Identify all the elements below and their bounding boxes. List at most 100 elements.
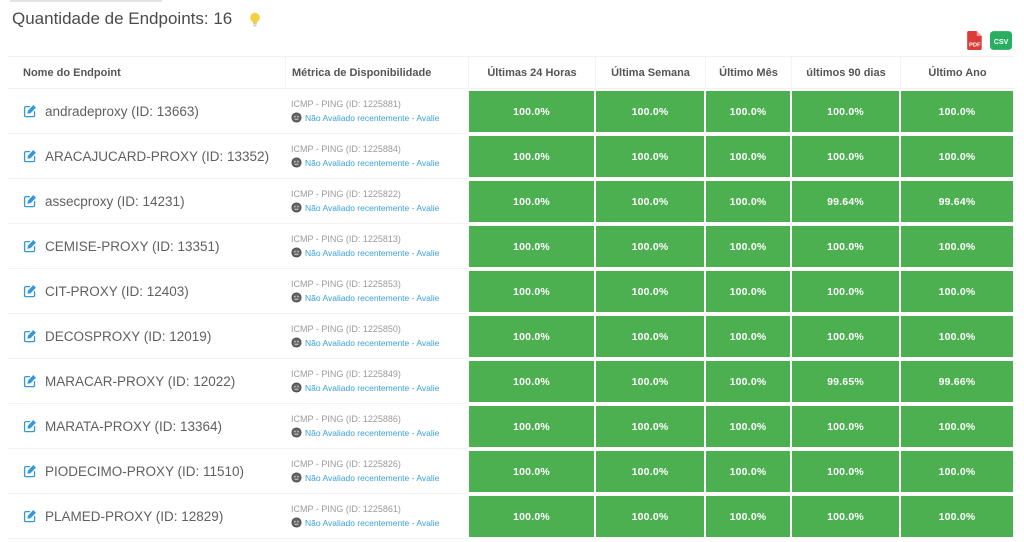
availability-cell-90days: 100.0%: [791, 404, 900, 449]
metric-name: ICMP - PING (ID: 1225881): [291, 99, 401, 109]
evaluate-link[interactable]: Não Avaliado recentemente - Avalie: [305, 472, 440, 483]
availability-value: 100.0%: [901, 406, 1013, 447]
metric-status: Não Avaliado recentemente - Avalie: [291, 112, 468, 123]
availability-value: 100.0%: [596, 271, 704, 312]
metric-status: Não Avaliado recentemente - Avalie: [291, 337, 468, 348]
availability-cell-90days: 100.0%: [791, 494, 900, 539]
availability-cell-year: 100.0%: [900, 269, 1014, 314]
availability-cell-year: 100.0%: [900, 89, 1014, 134]
availability-cell-month: 100.0%: [705, 224, 791, 269]
column-header-24h: Últimas 24 Horas: [468, 57, 595, 88]
evaluate-link[interactable]: Não Avaliado recentemente - Avalie: [305, 427, 440, 438]
metric-cell: ICMP - PING (ID: 1225884) Não Avaliado r…: [285, 134, 468, 179]
availability-value: 100.0%: [596, 181, 704, 222]
metric-status: Não Avaliado recentemente - Avalie: [291, 427, 468, 438]
evaluate-link[interactable]: Não Avaliado recentemente - Avalie: [305, 112, 440, 123]
availability-cell-year: 100.0%: [900, 134, 1014, 179]
availability-value: 100.0%: [792, 316, 899, 357]
availability-cell-year: 100.0%: [900, 314, 1014, 359]
not-evaluated-face-icon: [291, 472, 302, 483]
availability-value: 100.0%: [596, 496, 704, 537]
availability-cell-year: 100.0%: [900, 494, 1014, 539]
evaluate-link[interactable]: Não Avaliado recentemente - Avalie: [305, 247, 440, 258]
endpoint-name: ARACAJUCARD-PROXY (ID: 13352): [45, 148, 270, 164]
evaluate-link[interactable]: Não Avaliado recentemente - Avalie: [305, 337, 440, 348]
availability-cell-month: 100.0%: [705, 179, 791, 224]
availability-value: 99.64%: [901, 181, 1013, 222]
availability-value: 100.0%: [596, 316, 704, 357]
availability-cell-week: 100.0%: [595, 314, 705, 359]
edit-endpoint-icon[interactable]: [23, 194, 37, 208]
availability-cell-week: 100.0%: [595, 224, 705, 269]
export-pdf-button[interactable]: PDF: [967, 31, 983, 50]
availability-value: 100.0%: [792, 136, 899, 177]
edit-endpoint-icon[interactable]: [23, 329, 37, 343]
export-csv-button[interactable]: CSV: [990, 31, 1012, 50]
evaluate-link[interactable]: Não Avaliado recentemente - Avalie: [305, 292, 440, 303]
availability-cell-month: 100.0%: [705, 494, 791, 539]
edit-endpoint-icon[interactable]: [23, 104, 37, 118]
endpoint-name-cell: MARACAR-PROXY (ID: 12022): [8, 359, 285, 404]
availability-value: 100.0%: [706, 496, 790, 537]
availability-value: 100.0%: [901, 316, 1013, 357]
availability-value: 100.0%: [706, 226, 790, 267]
column-header-year: Último Ano: [900, 57, 1014, 88]
endpoints-table: Nome do Endpoint Métrica de Disponibilid…: [8, 56, 1014, 539]
availability-cell-month: 100.0%: [705, 404, 791, 449]
metric-name: ICMP - PING (ID: 1225886): [291, 414, 401, 424]
availability-value: 100.0%: [469, 451, 594, 492]
availability-cell-90days: 99.64%: [791, 179, 900, 224]
edit-endpoint-icon[interactable]: [23, 509, 37, 523]
availability-value: 100.0%: [792, 406, 899, 447]
edit-endpoint-icon[interactable]: [23, 149, 37, 163]
evaluate-link[interactable]: Não Avaliado recentemente - Avalie: [305, 157, 440, 168]
availability-cell-24h: 100.0%: [468, 314, 595, 359]
evaluate-link[interactable]: Não Avaliado recentemente - Avalie: [305, 517, 440, 528]
availability-value: 100.0%: [901, 91, 1013, 132]
metric-name: ICMP - PING (ID: 1225849): [291, 369, 401, 379]
evaluate-link[interactable]: Não Avaliado recentemente - Avalie: [305, 202, 440, 213]
availability-cell-24h: 100.0%: [468, 89, 595, 134]
metric-name: ICMP - PING (ID: 1225884): [291, 144, 401, 154]
availability-cell-month: 100.0%: [705, 134, 791, 179]
availability-value: 100.0%: [706, 361, 790, 402]
edit-endpoint-icon[interactable]: [23, 419, 37, 433]
availability-value: 100.0%: [469, 226, 594, 267]
availability-cell-90days: 100.0%: [791, 224, 900, 269]
availability-value: 100.0%: [469, 136, 594, 177]
availability-cell-24h: 100.0%: [468, 134, 595, 179]
table-row: PLAMED-PROXY (ID: 12829) ICMP - PING (ID…: [8, 494, 1014, 539]
availability-cell-year: 100.0%: [900, 224, 1014, 269]
endpoint-name: DECOSPROXY (ID: 12019): [45, 328, 212, 344]
lightbulb-icon: [247, 11, 263, 28]
metric-cell: ICMP - PING (ID: 1225822) Não Avaliado r…: [285, 179, 468, 224]
edit-endpoint-icon[interactable]: [23, 239, 37, 253]
metric-name: ICMP - PING (ID: 1225813): [291, 234, 401, 244]
column-header-90days: últimos 90 dias: [791, 57, 900, 88]
availability-cell-90days: 100.0%: [791, 314, 900, 359]
availability-value: 100.0%: [596, 226, 704, 267]
edit-endpoint-icon[interactable]: [23, 464, 37, 478]
metric-cell: ICMP - PING (ID: 1225881) Não Avaliado r…: [285, 89, 468, 134]
edit-endpoint-icon[interactable]: [23, 284, 37, 298]
endpoint-name-cell: andradeproxy (ID: 13663): [8, 89, 285, 134]
availability-cell-month: 100.0%: [705, 314, 791, 359]
availability-value: 100.0%: [596, 451, 704, 492]
endpoint-name: PIODECIMO-PROXY (ID: 11510): [45, 463, 245, 479]
availability-value: 100.0%: [469, 271, 594, 312]
edit-endpoint-icon[interactable]: [23, 374, 37, 388]
availability-value: 100.0%: [706, 451, 790, 492]
evaluate-link[interactable]: Não Avaliado recentemente - Avalie: [305, 382, 440, 393]
availability-cell-week: 100.0%: [595, 494, 705, 539]
availability-cell-24h: 100.0%: [468, 494, 595, 539]
availability-value: 99.66%: [901, 361, 1013, 402]
availability-value: 100.0%: [469, 406, 594, 447]
endpoint-name-cell: ARACAJUCARD-PROXY (ID: 13352): [8, 134, 285, 179]
endpoint-name: MARACAR-PROXY (ID: 12022): [45, 373, 236, 389]
metric-cell: ICMP - PING (ID: 1225886) Não Avaliado r…: [285, 404, 468, 449]
endpoint-name-cell: assecproxy (ID: 14231): [8, 179, 285, 224]
metric-cell: ICMP - PING (ID: 1225853) Não Avaliado r…: [285, 269, 468, 314]
availability-cell-week: 100.0%: [595, 134, 705, 179]
endpoint-name-cell: PLAMED-PROXY (ID: 12829): [8, 494, 285, 539]
not-evaluated-face-icon: [291, 337, 302, 348]
